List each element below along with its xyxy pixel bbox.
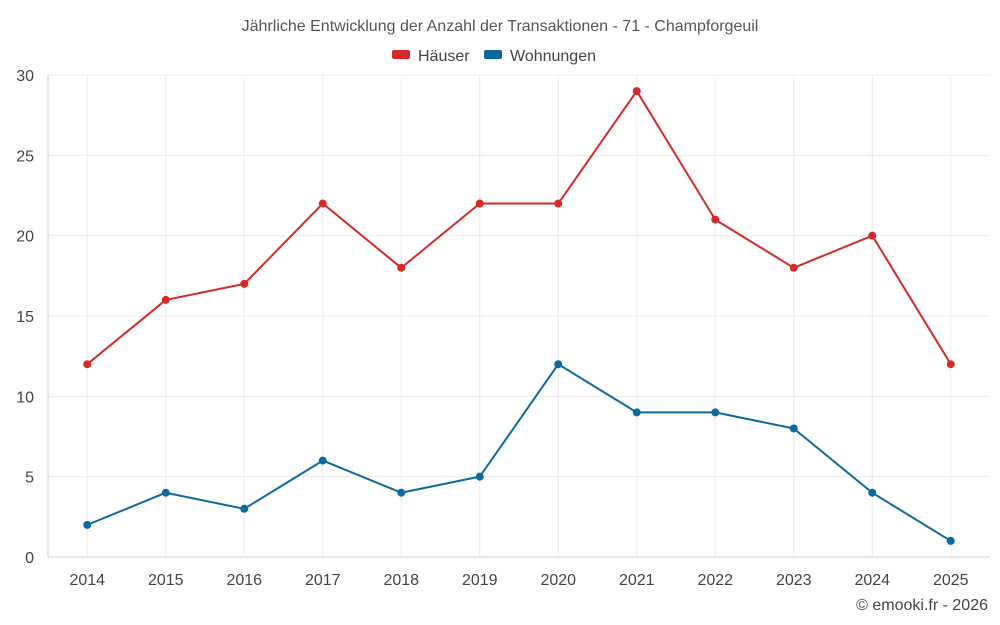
- legend-swatch-haeuser: [392, 50, 410, 59]
- y-tick-label: 30: [16, 68, 34, 85]
- data-point-haeuser[interactable]: [632, 87, 641, 96]
- data-point-wohnungen[interactable]: [946, 536, 955, 545]
- x-tick-label: 2022: [697, 572, 733, 589]
- x-tick-label: 2020: [540, 572, 576, 589]
- y-tick-label: 25: [16, 148, 34, 165]
- y-tick-label: 5: [25, 470, 34, 487]
- data-point-wohnungen[interactable]: [318, 456, 327, 465]
- series-wohnungen: [83, 360, 955, 545]
- x-tick-label: 2021: [619, 572, 655, 589]
- series: [83, 87, 955, 545]
- data-point-haeuser[interactable]: [475, 199, 484, 208]
- x-tick-label: 2024: [854, 572, 890, 589]
- series-line-haeuser: [86, 90, 952, 365]
- data-point-wohnungen[interactable]: [711, 408, 720, 417]
- y-tick-label: 0: [25, 550, 34, 567]
- data-point-haeuser[interactable]: [868, 231, 877, 240]
- legend: Häuser Wohnungen: [392, 48, 596, 65]
- x-tick-label: 2023: [776, 572, 812, 589]
- data-point-haeuser[interactable]: [711, 215, 720, 224]
- legend-label-wohnungen: Wohnungen: [510, 48, 596, 65]
- data-point-wohnungen[interactable]: [554, 360, 563, 369]
- data-point-wohnungen[interactable]: [397, 488, 406, 497]
- legend-label-haeuser: Häuser: [418, 48, 470, 65]
- data-point-haeuser[interactable]: [554, 199, 563, 208]
- data-point-wohnungen[interactable]: [161, 488, 170, 497]
- data-point-haeuser[interactable]: [946, 360, 955, 369]
- data-point-haeuser[interactable]: [397, 263, 406, 272]
- legend-item-haeuser[interactable]: Häuser: [392, 48, 470, 65]
- legend-swatch-wohnungen: [484, 50, 502, 59]
- x-tick-label: 2017: [305, 572, 341, 589]
- data-point-wohnungen[interactable]: [789, 424, 798, 433]
- y-tick-label: 10: [16, 389, 34, 406]
- x-tick-label: 2025: [933, 572, 969, 589]
- x-tick-label: 2018: [383, 572, 419, 589]
- data-point-wohnungen[interactable]: [83, 520, 92, 529]
- x-tick-label: 2015: [148, 572, 184, 589]
- data-point-haeuser[interactable]: [83, 360, 92, 369]
- data-point-wohnungen[interactable]: [475, 472, 484, 481]
- data-point-haeuser[interactable]: [789, 263, 798, 272]
- data-point-wohnungen[interactable]: [868, 488, 877, 497]
- series-haeuser: [83, 87, 955, 369]
- data-point-haeuser[interactable]: [318, 199, 327, 208]
- x-tick-label: 2019: [462, 572, 498, 589]
- credit-text: © emooki.fr - 2026: [856, 597, 988, 614]
- series-line-wohnungen: [86, 363, 952, 542]
- y-tick-label: 20: [16, 229, 34, 246]
- chart-title: Jährliche Entwicklung der Anzahl der Tra…: [242, 18, 759, 35]
- x-tick-label: 2016: [226, 572, 262, 589]
- data-point-haeuser[interactable]: [161, 295, 170, 304]
- grid: [48, 74, 990, 558]
- x-tick-label: 2014: [69, 572, 105, 589]
- data-point-wohnungen[interactable]: [240, 504, 249, 513]
- data-point-wohnungen[interactable]: [632, 408, 641, 417]
- legend-item-wohnungen[interactable]: Wohnungen: [484, 48, 596, 65]
- y-tick-label: 15: [16, 309, 34, 326]
- data-point-haeuser[interactable]: [240, 279, 249, 288]
